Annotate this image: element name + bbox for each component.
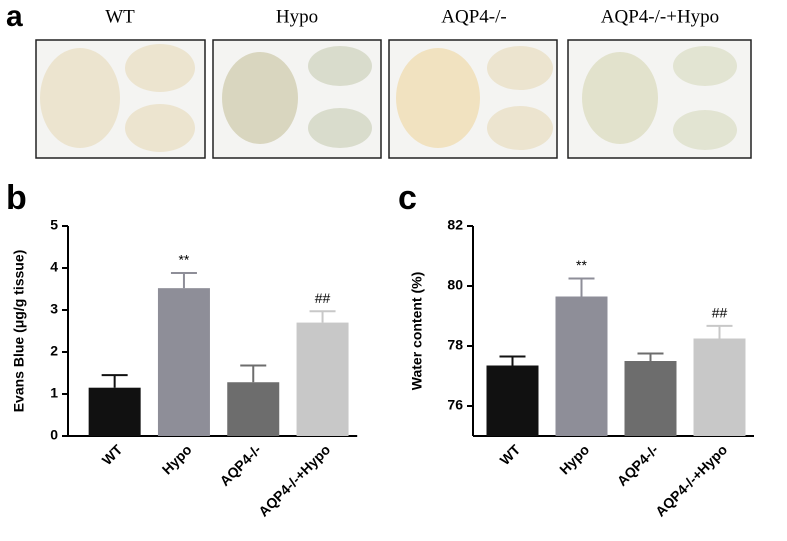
y-tick-label: 2 (50, 343, 58, 359)
significance: ## (712, 305, 728, 321)
brain-slice (673, 46, 737, 86)
brain (396, 48, 480, 148)
x-tick-label: AQP4-/- (614, 441, 662, 489)
bar (88, 387, 141, 436)
brain-slice (308, 108, 372, 148)
brain-slice (673, 110, 737, 150)
y-axis-label: Evans Blue (μg/g tissue) (11, 250, 27, 413)
condition-label: WT (105, 6, 135, 27)
condition-label: AQP4-/- (441, 6, 506, 27)
significance: ** (576, 257, 587, 273)
y-tick-label: 3 (50, 301, 58, 317)
significance: ## (315, 290, 331, 306)
bar (486, 365, 539, 436)
condition-label: AQP4-/-+Hypo (601, 6, 719, 27)
brain-slice (487, 106, 553, 150)
y-tick-label: 76 (447, 397, 463, 413)
y-tick-label: 4 (50, 259, 58, 275)
x-tick-label: AQP4-/- (216, 441, 264, 489)
photos (35, 39, 752, 159)
panel-label: b (6, 179, 27, 217)
x-tick-label: Hypo (556, 441, 592, 477)
y-tick-label: 1 (50, 385, 58, 401)
bar (157, 288, 210, 436)
bar (227, 382, 280, 436)
brain (582, 52, 658, 144)
brain (222, 52, 298, 144)
brain (40, 48, 120, 148)
y-axis-label: Water content (%) (409, 272, 425, 390)
bar (693, 338, 746, 436)
x-tick-label: WT (99, 441, 126, 468)
x-tick-label: Hypo (159, 441, 195, 477)
y-tick-label: 0 (50, 427, 58, 443)
condition-label: Hypo (276, 6, 318, 27)
x-tick-label: AQP4-/-+Hypo (255, 441, 333, 519)
x-tick-label: WT (497, 441, 524, 468)
brain-slice (125, 104, 195, 152)
bar (555, 296, 608, 436)
bar (624, 361, 677, 436)
y-tick-label: 82 (447, 217, 463, 233)
brain-slice (308, 46, 372, 86)
bar (296, 322, 349, 436)
y-tick-label: 5 (50, 217, 58, 233)
x-tick-label: AQP4-/-+Hypo (652, 441, 730, 519)
y-tick-label: 78 (447, 337, 463, 353)
panel-label: c (398, 179, 417, 217)
significance: ** (178, 252, 189, 268)
y-tick-label: 80 (447, 277, 463, 293)
brain-slice (125, 44, 195, 92)
brain-slice (487, 46, 553, 90)
panel-label: a (6, 0, 23, 33)
